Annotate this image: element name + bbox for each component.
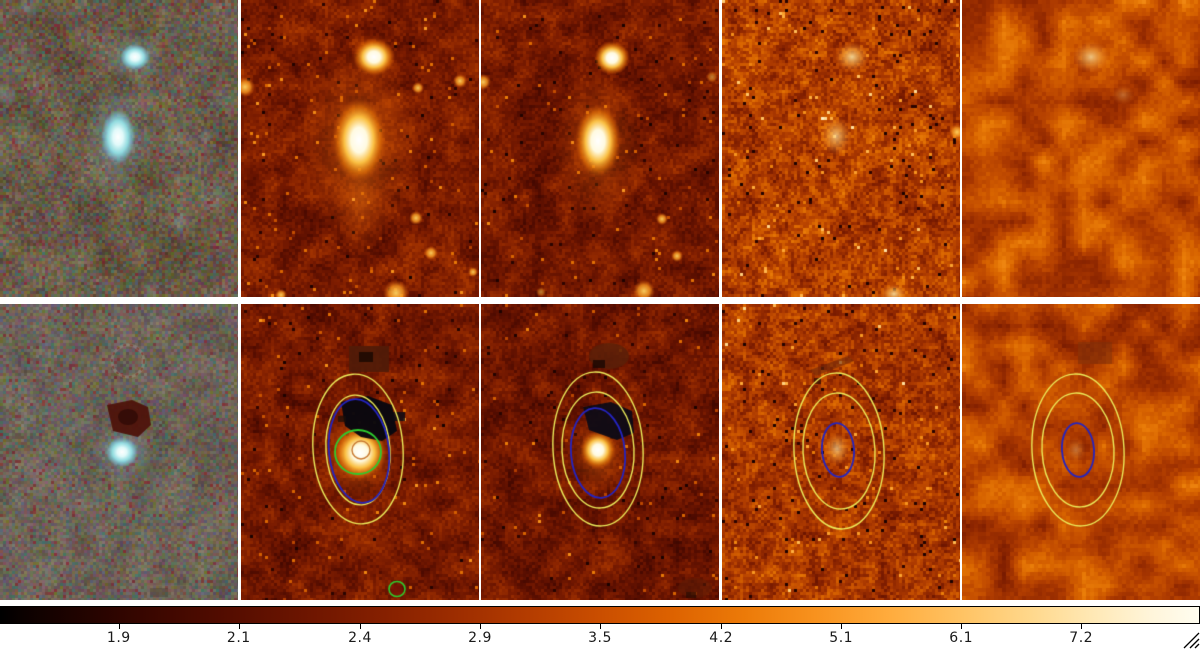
colorbar-tick-label: 3.5: [588, 630, 612, 646]
cutout-panel-band1-original: [240, 0, 479, 297]
colorbar-tick-mark: [480, 624, 481, 629]
cutout-panel-band3-residual: [721, 304, 960, 600]
resize-grip-icon[interactable]: [1180, 629, 1200, 649]
cutout-panel-band2-residual: [481, 304, 720, 600]
colorbar-tick-label: 6.1: [949, 630, 974, 646]
cutout-panel-rgb-residual: [0, 304, 238, 600]
colorbar-tick-mark: [1081, 624, 1083, 629]
colorbar-tick-mark: [238, 624, 240, 629]
colorbar-tick-label: 5.1: [829, 630, 854, 646]
colorbar-tick-mark: [360, 624, 361, 629]
cutout-panel-band3-original: [721, 0, 960, 297]
colorbar-tick-label: 2.1: [226, 630, 251, 646]
colorbar-tick-label: 2.4: [348, 630, 372, 646]
colorbar-tick-label: 4.2: [709, 630, 734, 646]
cutout-panel-band1-residual: [240, 304, 479, 600]
cutout-panel-rgb-original: [0, 0, 238, 297]
colorbar: [0, 606, 1200, 624]
colorbar-tick-mark: [118, 624, 120, 629]
colorbar-tick-mark: [961, 624, 963, 629]
cutout-panel-band4-residual: [962, 304, 1200, 600]
colorbar-tick-mark: [600, 624, 601, 629]
colorbar-tick-mark: [841, 624, 843, 629]
cutout-panel-band2-original: [481, 0, 720, 297]
colorbar-tick-label: 1.9: [106, 630, 131, 646]
cutout-panel-band4-original: [962, 0, 1200, 297]
colorbar-tick-label: 2.9: [468, 630, 492, 646]
colorbar-tick-mark: [721, 624, 723, 629]
colorbar-tick-label: 7.2: [1069, 630, 1094, 646]
